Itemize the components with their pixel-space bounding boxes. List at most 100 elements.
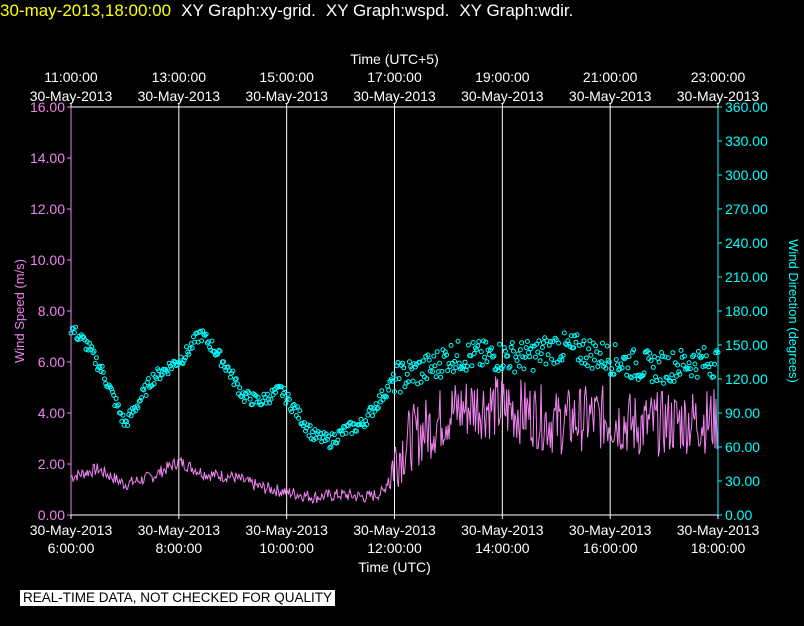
wind-direction-point [432, 363, 438, 369]
wind-direction-point [425, 352, 431, 358]
wind-direction-point [294, 404, 300, 410]
wind-direction-point [612, 342, 618, 348]
wind-direction-point [454, 353, 460, 359]
wind-direction-point [701, 345, 707, 350]
wind-direction-point [329, 431, 335, 437]
wind-direction-point [427, 368, 433, 374]
top-tick-date: 30-May-2013 [245, 88, 328, 104]
wind-direction-point [691, 352, 697, 358]
wind-direction-point [522, 354, 528, 360]
wind-direction-point [182, 355, 188, 361]
wind-direction-point [156, 368, 162, 374]
wind-direction-point [486, 351, 492, 357]
wind-direction-point [142, 382, 148, 388]
bottom-tick-time: 8:00:00 [155, 540, 202, 556]
wind-direction-point [133, 408, 139, 414]
wind-direction-point [326, 433, 332, 439]
wind-direction-point [141, 387, 147, 393]
wind-direction-point [545, 352, 551, 358]
wind-direction-point [263, 400, 269, 406]
right-tick-label: 180.00 [725, 303, 768, 319]
wind-direction-point [296, 415, 302, 421]
wind-direction-point [553, 337, 559, 343]
wind-direction-point [505, 353, 511, 359]
wind-direction-point [424, 376, 430, 382]
wind-direction-point [73, 324, 79, 330]
wind-direction-point [187, 346, 193, 352]
wind-direction-point [444, 352, 449, 358]
wind-direction-point [418, 379, 424, 385]
wind-direction-point [625, 365, 631, 371]
wind-direction-point [99, 363, 105, 369]
wind-speed-line [70, 376, 719, 504]
wind-direction-point [512, 369, 518, 375]
wind-direction-point [393, 376, 399, 382]
wind-direction-point [98, 369, 104, 374]
wind-direction-point [656, 359, 662, 365]
wind-direction-point [603, 365, 609, 371]
wind-direction-point [471, 351, 477, 356]
wind-direction-point [370, 413, 375, 419]
wind-direction-point [508, 344, 514, 350]
wind-direction-point [693, 367, 699, 373]
wind-direction-point [386, 387, 392, 393]
wind-direction-point [526, 350, 531, 356]
wind-direction-point [633, 360, 639, 366]
wind-direction-point [283, 400, 289, 406]
wind-direction-point [204, 340, 210, 346]
wind-direction-point [145, 376, 151, 382]
wind-direction-point [379, 388, 385, 394]
wind-direction-point [712, 361, 717, 367]
wind-direction-point [476, 339, 482, 344]
wind-direction-point [694, 374, 700, 380]
wind-direction-point [619, 365, 625, 371]
wind-direction-point [255, 394, 261, 400]
wind-direction-point [420, 358, 426, 364]
wind-direction-point [389, 378, 395, 384]
wind-direction-point [237, 385, 243, 391]
wind-direction-point [382, 393, 388, 399]
wind-direction-point [499, 366, 505, 372]
wind-direction-point [660, 353, 665, 359]
wind-direction-point [89, 344, 95, 350]
wind-direction-point [686, 360, 692, 366]
wind-direction-point [519, 340, 525, 346]
bottom-tick-time: 18:00:00 [691, 540, 746, 556]
wind-direction-point [92, 361, 98, 366]
wind-direction-point [227, 374, 233, 380]
right-tick-label: 240.00 [725, 235, 768, 251]
wind-direction-point [303, 428, 308, 434]
left-tick-label: 2.00 [38, 456, 65, 472]
wind-direction-point [478, 349, 484, 355]
wind-speed-layer [70, 376, 719, 504]
wind-direction-point [483, 339, 489, 345]
wind-direction-point [85, 347, 91, 353]
wind-direction-point [111, 392, 117, 398]
wind-direction-point [305, 422, 311, 428]
wind-direction-point [349, 431, 355, 436]
wind-direction-point [234, 381, 240, 387]
wind-direction-point [191, 334, 196, 340]
wind-direction-point [687, 366, 693, 372]
right-tick-label: 30.00 [725, 473, 760, 489]
wind-direction-point [568, 333, 574, 339]
top-tick-date: 30-May-2013 [569, 88, 652, 104]
graph-name-wspd: XY Graph:wspd. [325, 1, 450, 20]
wind-direction-point [695, 348, 701, 354]
wind-direction-point [490, 354, 496, 360]
wind-direction-point [136, 398, 142, 404]
wind-direction-point [151, 381, 157, 387]
wind-direction-point [115, 402, 121, 408]
wind-direction-point [523, 345, 529, 351]
wind-direction-point [450, 369, 456, 375]
wind-direction-point [433, 374, 439, 380]
wind-direction-point [87, 340, 92, 346]
wind-direction-point [534, 341, 540, 347]
wind-direction-point [373, 401, 379, 407]
bottom-axis-title: Time (UTC) [358, 559, 431, 575]
bottom-tick-time: 6:00:00 [48, 540, 95, 556]
top-tick-date: 30-May-2013 [30, 88, 113, 104]
wind-direction-point [485, 347, 491, 353]
wind-direction-point [536, 338, 542, 344]
wind-direction-point [455, 338, 461, 344]
